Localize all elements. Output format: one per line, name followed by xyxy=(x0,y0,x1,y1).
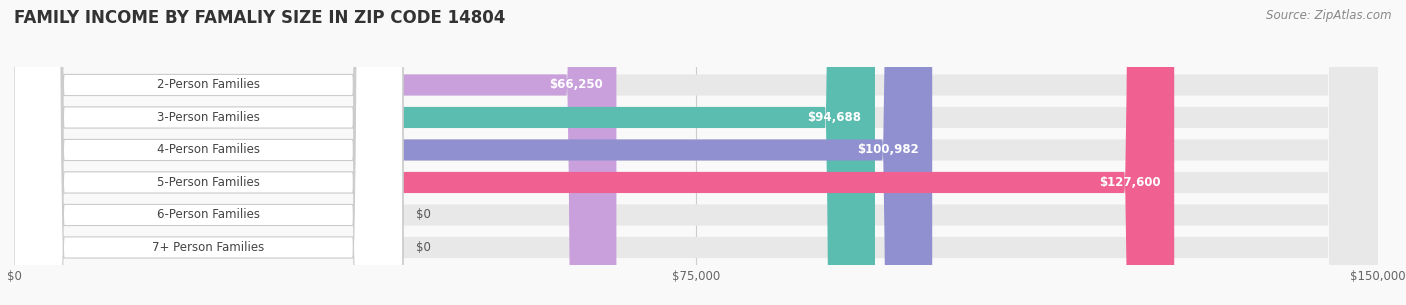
Text: 5-Person Families: 5-Person Families xyxy=(157,176,260,189)
FancyBboxPatch shape xyxy=(14,0,402,305)
FancyBboxPatch shape xyxy=(14,0,1378,305)
FancyBboxPatch shape xyxy=(14,0,1378,305)
FancyBboxPatch shape xyxy=(14,0,402,305)
Text: 4-Person Families: 4-Person Families xyxy=(157,143,260,156)
Text: $100,982: $100,982 xyxy=(856,143,918,156)
Text: $0: $0 xyxy=(416,209,432,221)
FancyBboxPatch shape xyxy=(14,0,616,305)
FancyBboxPatch shape xyxy=(14,0,932,305)
Text: $66,250: $66,250 xyxy=(548,78,603,92)
Text: 3-Person Families: 3-Person Families xyxy=(157,111,260,124)
FancyBboxPatch shape xyxy=(14,0,1378,305)
FancyBboxPatch shape xyxy=(14,0,1378,305)
FancyBboxPatch shape xyxy=(14,0,1378,305)
Text: 6-Person Families: 6-Person Families xyxy=(157,209,260,221)
Text: 2-Person Families: 2-Person Families xyxy=(157,78,260,92)
Text: $127,600: $127,600 xyxy=(1099,176,1160,189)
Text: FAMILY INCOME BY FAMALIY SIZE IN ZIP CODE 14804: FAMILY INCOME BY FAMALIY SIZE IN ZIP COD… xyxy=(14,9,505,27)
Text: Source: ZipAtlas.com: Source: ZipAtlas.com xyxy=(1267,9,1392,22)
FancyBboxPatch shape xyxy=(14,0,402,305)
FancyBboxPatch shape xyxy=(14,0,402,305)
Text: 7+ Person Families: 7+ Person Families xyxy=(152,241,264,254)
FancyBboxPatch shape xyxy=(14,0,402,305)
FancyBboxPatch shape xyxy=(14,0,402,305)
Text: $0: $0 xyxy=(416,241,432,254)
FancyBboxPatch shape xyxy=(14,0,1174,305)
FancyBboxPatch shape xyxy=(14,0,875,305)
FancyBboxPatch shape xyxy=(14,0,1378,305)
Text: $94,688: $94,688 xyxy=(807,111,862,124)
